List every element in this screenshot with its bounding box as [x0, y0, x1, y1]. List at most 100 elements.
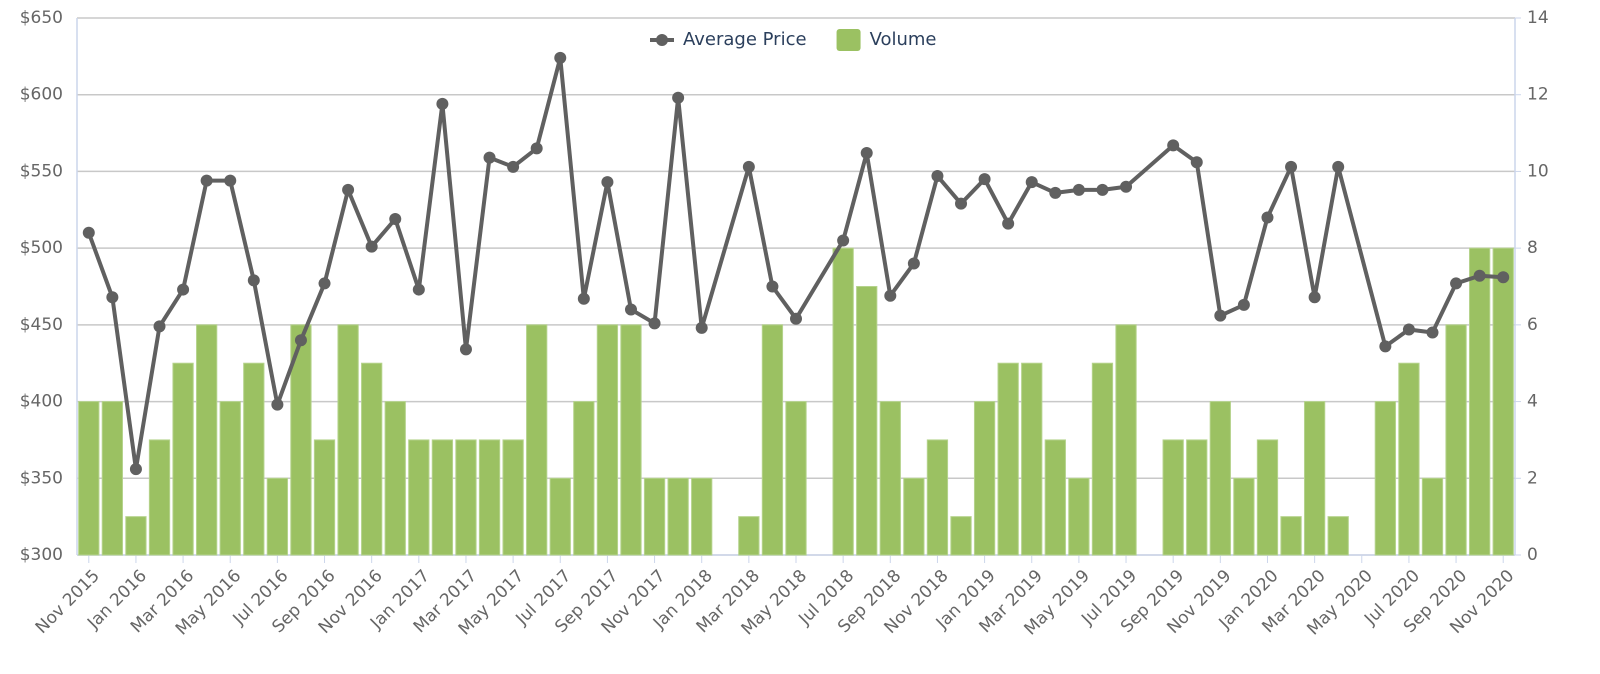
- point: [1285, 160, 1298, 173]
- point: [695, 321, 708, 334]
- point: [672, 91, 685, 104]
- y2-tick-label: 4: [1527, 392, 1538, 412]
- y-tick-label: $600: [20, 85, 63, 105]
- bar: [926, 439, 949, 556]
- y-tick-label: $500: [20, 238, 63, 258]
- y2-tick-label: 10: [1527, 161, 1549, 181]
- legend-symbol: [656, 34, 668, 46]
- point: [1379, 340, 1392, 353]
- point: [271, 398, 284, 411]
- legend-item: Volume: [836, 29, 937, 51]
- bar: [196, 324, 218, 556]
- point: [742, 160, 755, 173]
- bar: [785, 401, 807, 556]
- y-tick-label: $550: [20, 161, 63, 181]
- point: [153, 320, 166, 333]
- point: [412, 283, 425, 296]
- bar: [1186, 439, 1208, 556]
- point: [1473, 269, 1486, 282]
- bar: [313, 439, 336, 556]
- point: [1426, 326, 1439, 339]
- bar: [1492, 247, 1514, 556]
- point: [601, 176, 614, 189]
- bar: [573, 401, 595, 556]
- point: [1190, 156, 1203, 169]
- point: [1049, 186, 1062, 199]
- bar: [667, 477, 689, 556]
- point: [1237, 298, 1250, 311]
- bar: [125, 516, 147, 556]
- point: [129, 463, 142, 476]
- bar: [455, 439, 477, 556]
- point: [1002, 217, 1015, 230]
- point: [507, 160, 520, 173]
- y-tick-label: $450: [20, 315, 63, 335]
- bar: [1091, 362, 1114, 556]
- bar: [384, 401, 406, 556]
- bar: [78, 401, 100, 556]
- bar: [290, 324, 312, 556]
- bar: [1021, 362, 1043, 556]
- point: [1308, 291, 1321, 304]
- point: [907, 257, 920, 270]
- bar: [1469, 247, 1491, 556]
- bar: [478, 439, 501, 556]
- bar: [1115, 324, 1137, 556]
- point: [318, 277, 331, 290]
- bar: [361, 362, 383, 556]
- point: [106, 291, 119, 304]
- y-tick-label: $400: [20, 392, 63, 412]
- bar: [973, 401, 996, 556]
- bar: [549, 477, 571, 556]
- bar: [1068, 477, 1090, 556]
- y-tick-label: $650: [20, 8, 63, 28]
- point: [1025, 176, 1038, 189]
- bar: [856, 286, 878, 556]
- bar: [997, 362, 1019, 556]
- bar: [148, 439, 171, 556]
- bar: [903, 477, 925, 556]
- y2-tick-label: 12: [1527, 85, 1549, 105]
- point: [1167, 139, 1180, 152]
- bar: [1233, 477, 1255, 556]
- point: [200, 174, 213, 187]
- bar: [431, 439, 454, 556]
- legend-label: Average Price: [683, 29, 807, 50]
- bar: [101, 401, 123, 556]
- bar: [620, 324, 642, 556]
- bar: [1421, 477, 1444, 556]
- y2-tick-label: 2: [1527, 468, 1538, 488]
- legend-item: Average Price: [650, 29, 807, 50]
- bar: [526, 324, 548, 556]
- bar: [761, 324, 784, 556]
- point: [931, 170, 944, 183]
- point: [224, 174, 237, 187]
- bar: [691, 477, 713, 556]
- y-tick-label: $350: [20, 468, 63, 488]
- bar: [243, 362, 265, 556]
- bar: [1209, 401, 1231, 556]
- bar: [1374, 401, 1396, 556]
- y2-tick-label: 6: [1527, 315, 1538, 335]
- point: [624, 303, 637, 316]
- bar: [1280, 516, 1302, 556]
- point: [177, 283, 190, 296]
- point: [483, 151, 496, 164]
- point: [860, 147, 873, 160]
- legend-symbol: [836, 29, 861, 51]
- point: [294, 334, 307, 347]
- point: [1214, 309, 1227, 322]
- point: [790, 312, 802, 325]
- point: [1497, 271, 1510, 284]
- point: [365, 240, 378, 253]
- point: [1402, 323, 1415, 336]
- bar: [1327, 516, 1349, 556]
- point: [955, 197, 968, 210]
- bar: [219, 401, 241, 556]
- bar: [1303, 401, 1326, 556]
- legend-label: Volume: [870, 29, 937, 50]
- point: [1120, 180, 1133, 193]
- point: [1096, 183, 1109, 196]
- point: [554, 51, 567, 64]
